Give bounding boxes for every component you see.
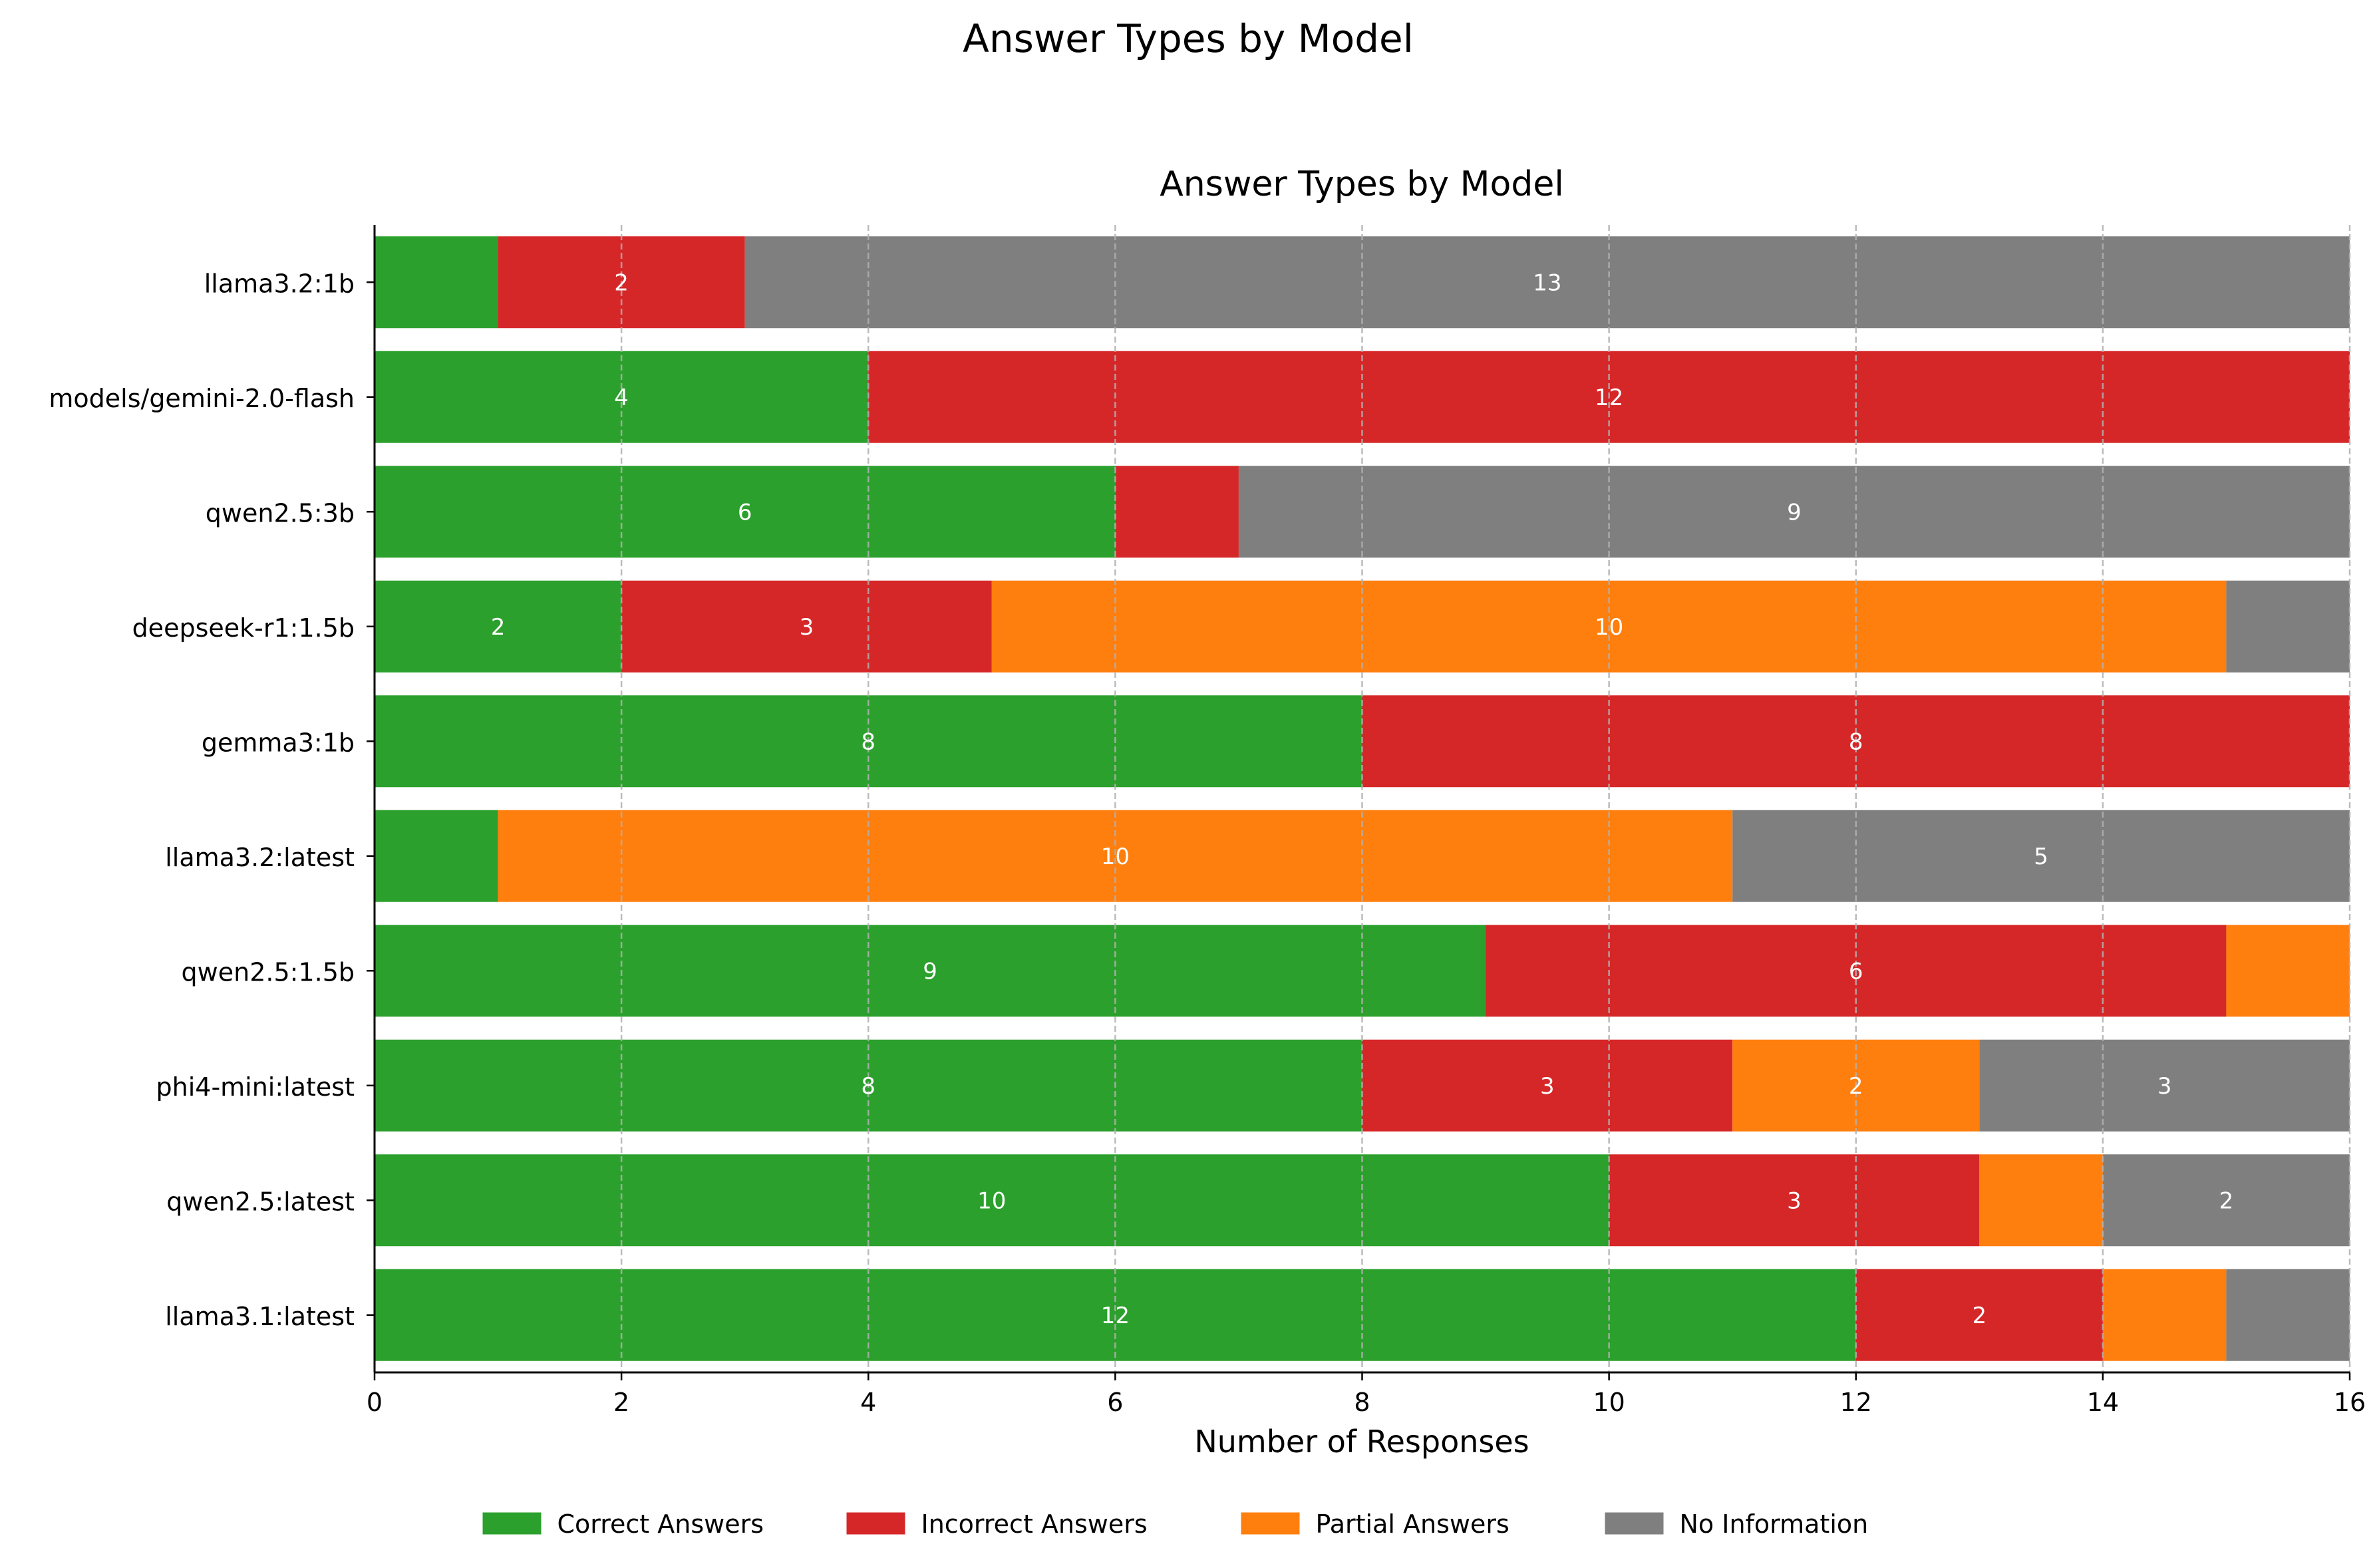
legend-label: Partial Answers <box>1316 1509 1509 1539</box>
y-tick-label: gemma3:1b <box>202 728 355 757</box>
bar-segment <box>2226 1269 2350 1361</box>
bar-segment <box>744 236 2350 329</box>
data-label: 6 <box>738 499 752 526</box>
y-tick-label: phi4-mini:latest <box>156 1072 355 1102</box>
data-label: 2 <box>491 614 506 641</box>
legend-swatch <box>1605 1512 1664 1535</box>
y-tick-label: models/gemini-2.0-flash <box>49 384 355 413</box>
legend-label: No Information <box>1680 1509 1869 1539</box>
y-tick-label: qwen2.5:3b <box>206 498 355 528</box>
bar-segment <box>375 925 1486 1017</box>
x-tick-label: 10 <box>1593 1388 1625 1417</box>
y-tick-label: qwen2.5:latest <box>166 1187 355 1216</box>
bar-segment <box>1979 1154 2103 1247</box>
data-label: 3 <box>1787 1187 1802 1214</box>
data-label: 2 <box>1849 1073 1863 1100</box>
legend-swatch <box>482 1512 542 1535</box>
data-label: 4 <box>614 385 629 411</box>
y-tick-label: llama3.2:latest <box>165 843 355 872</box>
data-label: 3 <box>800 614 814 641</box>
y-tick-label: qwen2.5:1.5b <box>182 957 355 987</box>
x-tick-label: 6 <box>1107 1388 1123 1417</box>
figure-title: Answer Types by Model <box>963 16 1414 61</box>
data-label: 12 <box>1101 1303 1130 1329</box>
legend: Correct Answers Incorrect Answers Partial … <box>482 1509 1869 1539</box>
y-tick-label: llama3.1:latest <box>165 1302 355 1331</box>
data-label: 3 <box>2157 1073 2172 1100</box>
data-label: 6 <box>1849 958 1863 985</box>
bar-segment <box>375 810 498 902</box>
y-tick-labels: llama3.2:1b models/gemini-2.0-flash qwen2.… <box>49 269 355 1331</box>
chart-title: Answer Types by Model <box>1160 164 1564 204</box>
bar-segment <box>375 580 622 673</box>
data-label: 5 <box>2034 844 2048 870</box>
data-label: 12 <box>1595 385 1623 411</box>
x-tick-label: 12 <box>1840 1388 1872 1417</box>
data-label: 8 <box>861 728 875 755</box>
data-label: 2 <box>1972 1303 1986 1329</box>
data-label: 8 <box>861 1073 875 1100</box>
y-tick-label: deepseek-r1:1.5b <box>132 613 355 643</box>
bar-segment <box>1732 810 2350 902</box>
bar-segment <box>1609 1154 1980 1247</box>
x-tick-label: 8 <box>1354 1388 1370 1417</box>
x-tick-label: 16 <box>2334 1388 2366 1417</box>
data-label: 2 <box>614 269 629 296</box>
data-label: 10 <box>1595 614 1623 641</box>
bar-segment <box>621 580 992 673</box>
legend-label: Incorrect Answers <box>921 1509 1148 1539</box>
bar-segment <box>1115 466 1239 558</box>
bar-segment <box>1362 1039 1733 1132</box>
legend-swatch <box>846 1512 905 1535</box>
grid-lines <box>620 225 2351 1372</box>
x-tick-label: 2 <box>613 1388 629 1417</box>
x-tick-label: 14 <box>2087 1388 2119 1417</box>
data-label: 13 <box>1533 269 1561 296</box>
x-tick-label: 0 <box>367 1388 383 1417</box>
bar-segment <box>2102 1154 2350 1247</box>
y-tick-label: llama3.2:1b <box>204 269 355 298</box>
axes <box>367 225 2351 1380</box>
bar-segment <box>375 1154 1609 1247</box>
data-labels: 2 13 4 12 6 9 2 3 10 8 8 10 5 9 6 8 3 2 3 10 3 2 12 2 <box>491 269 2234 1329</box>
data-label: 3 <box>1540 1073 1555 1100</box>
data-label: 8 <box>1849 728 1863 755</box>
data-label: 9 <box>1787 499 1802 526</box>
bar-segment <box>1238 466 2350 558</box>
legend-label: Correct Answers <box>557 1509 764 1539</box>
legend-swatch <box>1241 1512 1300 1535</box>
x-tick-labels: 0 2 4 6 8 10 12 14 16 <box>367 1388 2366 1417</box>
data-label: 10 <box>1101 844 1130 870</box>
x-axis-label: Number of Responses <box>1194 1424 1529 1460</box>
bar-segment <box>2226 580 2350 673</box>
bar-segment <box>375 236 498 329</box>
data-label: 10 <box>977 1187 1006 1214</box>
bar-segment <box>1979 1039 2350 1132</box>
x-tick-label: 4 <box>860 1388 876 1417</box>
bar-segment <box>1855 1269 2103 1361</box>
data-label: 2 <box>2219 1187 2234 1214</box>
bar-segment <box>375 466 1116 558</box>
bar-segment <box>2226 925 2350 1017</box>
bar-segment <box>2102 1269 2227 1361</box>
data-label: 9 <box>923 958 937 985</box>
